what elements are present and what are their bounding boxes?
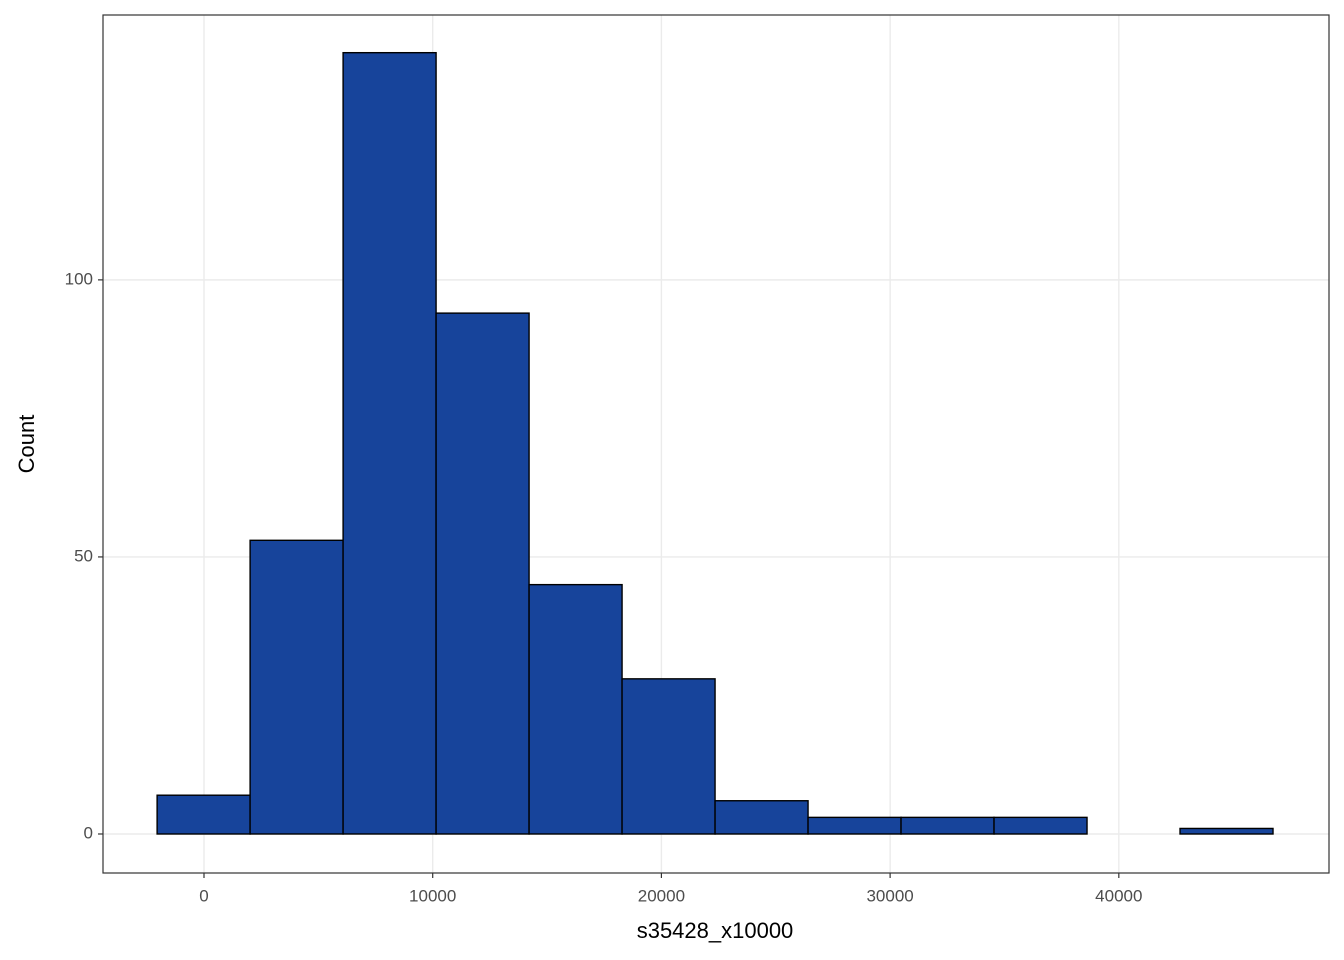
bar bbox=[714, 800, 809, 835]
bar bbox=[900, 816, 995, 835]
bar bbox=[993, 816, 1088, 835]
bar bbox=[528, 583, 623, 835]
x-axis-title: s35428_x10000 bbox=[637, 918, 794, 943]
y-tick-label: 50 bbox=[74, 546, 93, 565]
x-tick-label: 10000 bbox=[409, 886, 456, 905]
x-tick-label: 30000 bbox=[866, 886, 913, 905]
x-tick-label: 40000 bbox=[1095, 886, 1142, 905]
bar bbox=[342, 51, 437, 835]
bar bbox=[807, 816, 902, 835]
bar bbox=[249, 539, 344, 835]
bar bbox=[621, 678, 716, 835]
bar bbox=[156, 794, 251, 835]
x-tick-label: 20000 bbox=[638, 886, 685, 905]
panel-border bbox=[102, 14, 1330, 874]
bar bbox=[435, 312, 530, 835]
bar bbox=[1179, 827, 1274, 835]
y-tick-label: 100 bbox=[65, 269, 93, 288]
x-tick-label: 0 bbox=[199, 886, 208, 905]
y-axis-title: Count bbox=[14, 415, 39, 474]
y-tick-label: 0 bbox=[84, 823, 93, 842]
